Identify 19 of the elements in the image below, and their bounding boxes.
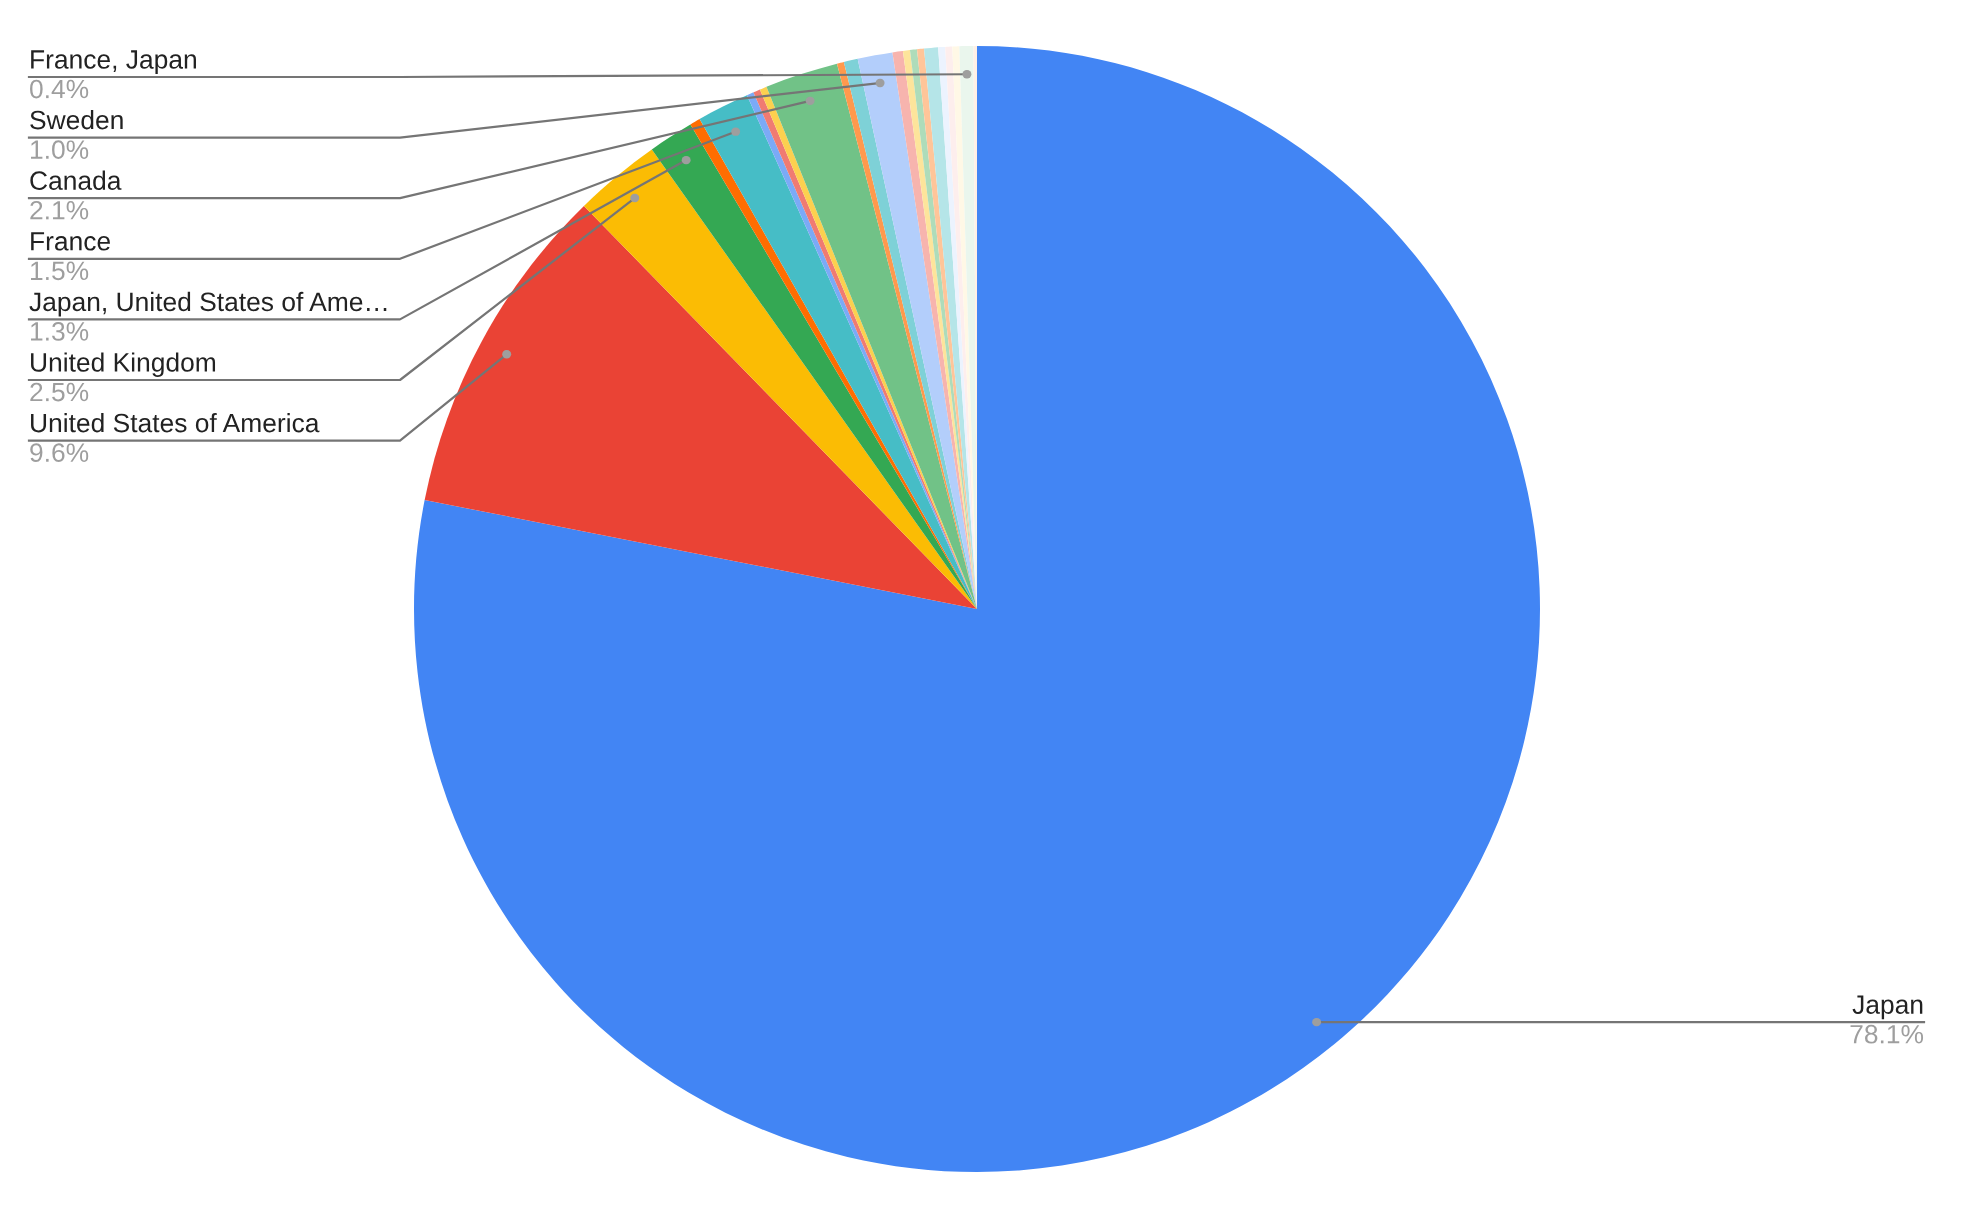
data-label: 1.0%	[31, 140, 89, 159]
slice-label: Japan	[1852, 995, 1923, 1020]
slice-label: Sweden	[30, 110, 123, 130]
slice-label: United Kingdom	[31, 352, 216, 377]
slice-label: Canada	[30, 170, 122, 190]
pie-slice	[414, 46, 1540, 1172]
data-label: 1.5%	[31, 261, 89, 281]
data-label: 0.4%	[30, 79, 89, 99]
slice-label: Japan, United States of Ame…	[29, 291, 387, 317]
data-label: 1.3%	[31, 322, 89, 341]
slice-label: France, Japan	[31, 50, 196, 74]
data-label: 2.1%	[30, 200, 89, 220]
data-label: 2.5%	[30, 382, 89, 402]
slice-label: France	[31, 232, 110, 251]
pie-slice	[583, 149, 977, 609]
data-label: 78.1%	[1850, 1024, 1924, 1044]
pie-slice	[424, 205, 977, 609]
data-label: 9.6%	[30, 443, 89, 462]
slice-label: United States of America	[31, 413, 320, 433]
